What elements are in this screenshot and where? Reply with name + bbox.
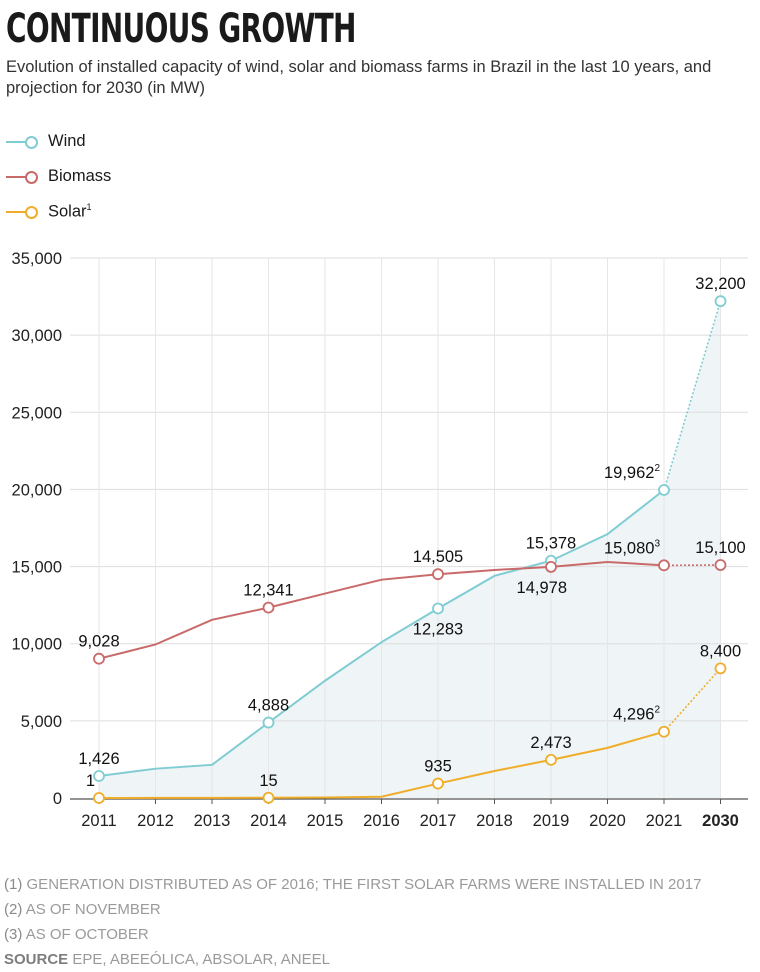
footnote-1: (1) GENERATION DISTRIBUTED AS OF 2016; T… [4, 872, 701, 897]
legend-marker-wind [25, 136, 38, 149]
x-tick-label: 2013 [194, 812, 231, 830]
footnotes: (1) GENERATION DISTRIBUTED AS OF 2016; T… [4, 872, 701, 972]
data-point-biomass [659, 560, 669, 570]
x-tick-label: 2019 [533, 812, 570, 830]
x-tick-label: 2012 [137, 812, 174, 830]
data-label-solar: 1 [86, 772, 95, 790]
data-label-biomass: 15,100 [695, 539, 745, 557]
legend-label-biomass: Biomass [48, 167, 111, 186]
data-point-solar [433, 779, 443, 789]
legend-marker-biomass [25, 171, 38, 184]
x-tick-label: 2015 [307, 812, 344, 830]
data-point-solar [546, 755, 556, 765]
data-point-wind [659, 485, 669, 495]
legend-label-wind: Wind [48, 132, 86, 151]
y-tick-label: 25,000 [12, 404, 62, 422]
data-point-biomass [433, 569, 443, 579]
data-label-wind: 1,426 [78, 750, 119, 768]
data-point-wind [433, 603, 443, 613]
data-label-solar: 4,2962 [613, 705, 660, 724]
data-point-wind [94, 771, 104, 781]
data-label-wind: 32,200 [695, 275, 745, 293]
legend-marker-solar [25, 206, 38, 219]
legend-swatch-biomass [6, 176, 36, 178]
x-tick-label: 2018 [476, 812, 513, 830]
y-tick-label: 0 [53, 790, 62, 808]
data-label-solar: 2,473 [530, 734, 571, 752]
data-point-wind [264, 718, 274, 728]
data-point-wind [716, 296, 726, 306]
legend-item-wind: Wind [6, 124, 111, 159]
x-tick-label: 2014 [250, 812, 287, 830]
data-label-wind: 15,378 [526, 535, 576, 553]
data-point-biomass [546, 562, 556, 572]
y-tick-label: 35,000 [12, 250, 62, 268]
data-point-solar [659, 727, 669, 737]
data-point-solar [264, 793, 274, 803]
x-tick-label: 2021 [646, 812, 683, 830]
data-label-solar: 935 [424, 758, 452, 776]
legend-item-biomass: Biomass [6, 159, 111, 194]
legend-item-solar: Solar1 [6, 194, 111, 229]
data-label-wind: 12,283 [413, 620, 463, 638]
data-point-solar [716, 663, 726, 673]
chart-title: CONTINUOUS GROWTH [6, 2, 356, 56]
x-tick-label: 2030 [702, 812, 739, 830]
legend-label-solar: Solar1 [48, 202, 92, 222]
data-point-solar [94, 793, 104, 803]
data-label-wind: 4,888 [248, 697, 289, 715]
y-tick-label: 5,000 [21, 713, 62, 731]
footnote-3: (3) AS OF OCTOBER [4, 922, 701, 947]
x-tick-label: 2020 [589, 812, 626, 830]
y-tick-label: 20,000 [12, 481, 62, 499]
legend-swatch-wind [6, 141, 36, 143]
x-tick-label: 2016 [363, 812, 400, 830]
chart-subtitle: Evolution of installed capacity of wind,… [6, 57, 756, 99]
data-label-biomass: 14,978 [517, 579, 567, 597]
source-note: SOURCE EPE, ABEEÓLICA, ABSOLAR, ANEEL [4, 947, 701, 972]
y-tick-label: 15,000 [12, 559, 62, 577]
x-tick-label: 2017 [420, 812, 457, 830]
data-label-biomass: 12,341 [243, 582, 293, 600]
y-tick-label: 10,000 [12, 636, 62, 654]
data-label-solar: 15 [259, 772, 277, 790]
data-label-biomass: 14,505 [413, 548, 463, 566]
line-chart: 0 5,000 10,000 15,000 20,000 25,000 30,000 35,0… [0, 240, 760, 840]
data-label-wind: 19,9622 [604, 463, 660, 482]
legend: Wind Biomass Solar1 [6, 124, 111, 229]
x-tick-label: 2011 [81, 812, 116, 830]
data-label-biomass: 9,028 [78, 633, 119, 651]
data-label-solar: 8,400 [700, 642, 741, 660]
y-tick-label: 30,000 [12, 327, 62, 345]
data-label-biomass: 15,0803 [604, 538, 660, 557]
legend-footnote-solar: 1 [87, 202, 92, 212]
data-point-biomass [94, 654, 104, 664]
legend-swatch-solar [6, 211, 36, 213]
footnote-2: (2) AS OF NOVEMBER [4, 897, 701, 922]
data-point-biomass [264, 603, 274, 613]
data-point-biomass [716, 560, 726, 570]
